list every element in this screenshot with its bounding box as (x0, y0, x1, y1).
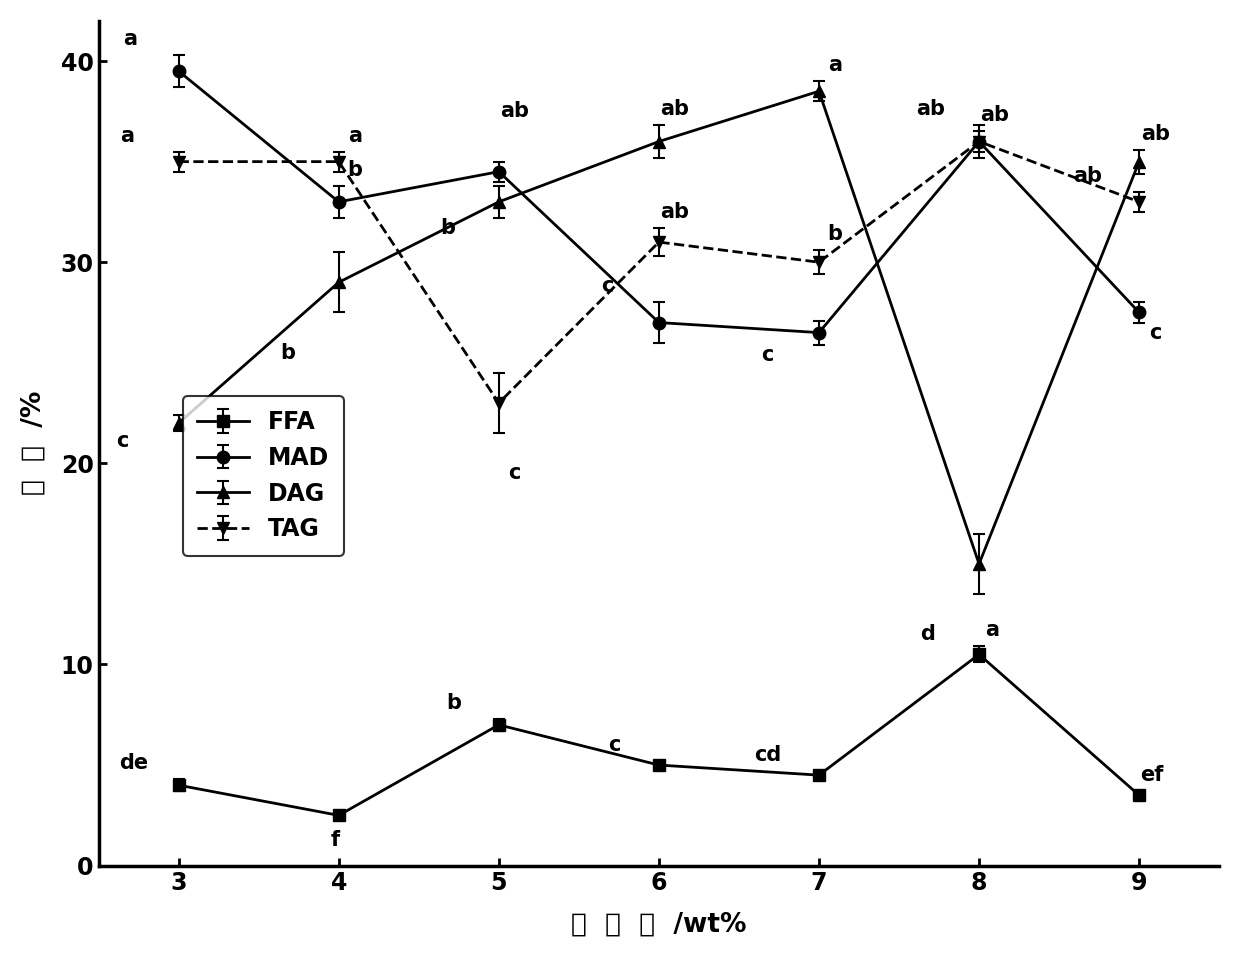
Text: a: a (124, 29, 138, 49)
Text: ab: ab (981, 105, 1009, 125)
Text: a: a (120, 125, 134, 146)
Text: b: b (347, 160, 362, 180)
Text: ab: ab (1141, 124, 1169, 144)
Text: b: b (827, 224, 842, 244)
Text: ab: ab (1074, 166, 1102, 186)
X-axis label: 加  酵  量  /wt%: 加 酵 量 /wt% (572, 911, 746, 937)
Y-axis label: 含  量  /%: 含 量 /% (21, 391, 47, 495)
Text: f: f (331, 830, 340, 850)
Text: ef: ef (1141, 765, 1163, 786)
Text: c: c (601, 277, 614, 296)
Text: c: c (508, 464, 521, 484)
Text: a: a (985, 621, 999, 640)
Text: ab: ab (500, 102, 529, 122)
Text: b: b (446, 693, 461, 713)
Text: d: d (920, 625, 935, 645)
Text: ab: ab (661, 100, 689, 120)
Text: b: b (440, 218, 455, 239)
Legend: FFA, MAD, DAG, TAG: FFA, MAD, DAG, TAG (184, 396, 343, 556)
Text: c: c (1149, 323, 1162, 343)
Text: ab: ab (916, 100, 946, 120)
Text: c: c (761, 345, 774, 365)
Text: ab: ab (661, 202, 689, 222)
Text: a: a (828, 56, 842, 75)
Text: de: de (119, 753, 149, 773)
Text: b: b (280, 343, 295, 363)
Text: cd: cd (754, 745, 781, 765)
Text: a: a (347, 125, 362, 146)
Text: c: c (608, 735, 620, 755)
Text: c: c (117, 431, 129, 451)
